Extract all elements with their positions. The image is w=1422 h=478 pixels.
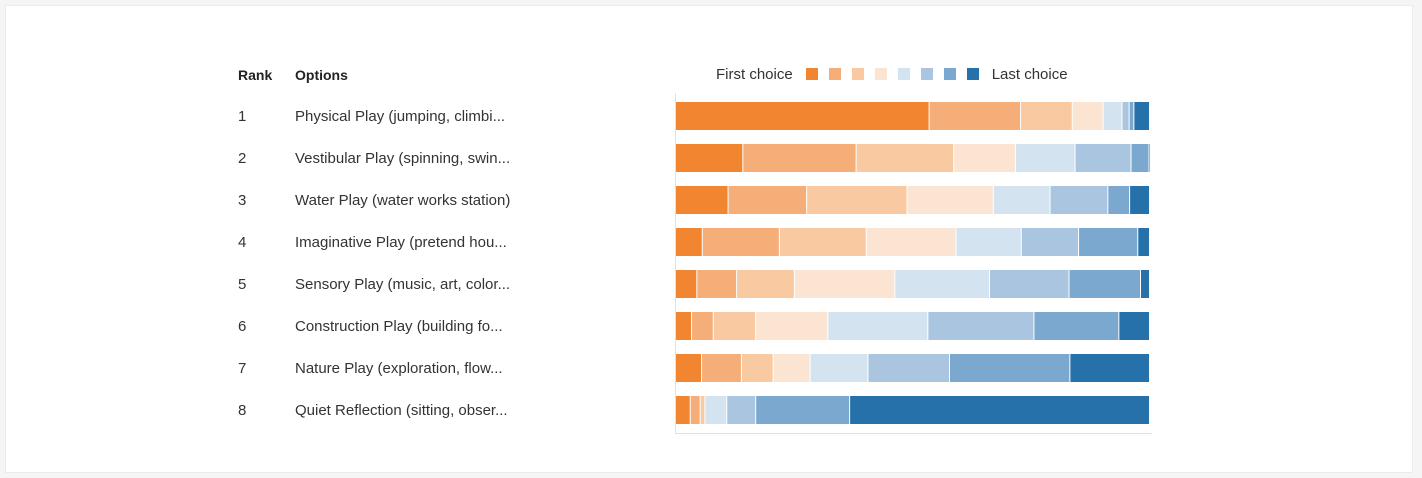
bar-segment-rank-4-choice-7[interactable]	[1079, 228, 1138, 256]
bar-segment-rank-7-choice-5[interactable]	[810, 354, 868, 382]
bar-segment-rank-6-choice-6[interactable]	[928, 312, 1034, 340]
bar-segment-rank-6-choice-7[interactable]	[1034, 312, 1119, 340]
rank-label: 5	[238, 276, 247, 293]
bar-segment-rank-6-choice-3[interactable]	[713, 312, 756, 340]
bar-segment-rank-4-choice-1[interactable]	[676, 228, 702, 256]
legend-swatch-1	[805, 68, 818, 80]
bar-segment-rank-7-choice-2[interactable]	[702, 354, 741, 382]
bar-segment-rank-2-choice-4[interactable]	[954, 144, 1015, 172]
legend-last-choice-label: Last choice	[991, 65, 1068, 83]
bar-segment-rank-3-choice-8[interactable]	[1130, 186, 1149, 214]
options-column-header: Options	[295, 67, 348, 83]
bar-segment-rank-2-choice-6[interactable]	[1075, 144, 1131, 172]
bar-segment-rank-4-choice-3[interactable]	[779, 228, 866, 256]
bar-segment-rank-2-choice-3[interactable]	[856, 144, 954, 172]
bar-segment-rank-1-choice-7[interactable]	[1129, 102, 1134, 130]
bar-segment-rank-5-choice-3[interactable]	[737, 270, 794, 298]
bar-segment-rank-7-choice-7[interactable]	[949, 354, 1070, 382]
legend-swatch-5	[897, 68, 910, 80]
bar-segment-rank-5-choice-2[interactable]	[697, 270, 737, 298]
bar-segment-rank-2-choice-2[interactable]	[743, 144, 856, 172]
bar-segment-rank-6-choice-8[interactable]	[1119, 312, 1149, 340]
rank-column-header: Rank	[238, 67, 273, 83]
bar-segment-rank-8-choice-8[interactable]	[850, 396, 1149, 424]
bar-segment-rank-6-choice-1[interactable]	[676, 312, 692, 340]
bar-segment-rank-8-choice-3[interactable]	[700, 396, 705, 424]
bar-segment-rank-5-choice-8[interactable]	[1141, 270, 1149, 298]
bar-segment-rank-2-choice-7[interactable]	[1131, 144, 1149, 172]
option-label: Vestibular Play (spinning, swin...	[295, 150, 511, 167]
bar-segment-rank-2-choice-8[interactable]	[1149, 144, 1151, 172]
bar-segment-rank-4-choice-8[interactable]	[1138, 228, 1149, 256]
bar-segment-rank-7-choice-6[interactable]	[868, 354, 949, 382]
bar-segment-rank-4-choice-5[interactable]	[956, 228, 1021, 256]
bar-segment-rank-3-choice-5[interactable]	[993, 186, 1050, 214]
rank-label: 6	[238, 318, 247, 335]
bar-segment-rank-4-choice-4[interactable]	[866, 228, 956, 256]
bar-segment-rank-1-choice-4[interactable]	[1072, 102, 1103, 130]
rank-label: 3	[238, 192, 247, 209]
bar-segment-rank-6-choice-2[interactable]	[692, 312, 713, 340]
rank-label: 4	[238, 234, 247, 251]
bar-segment-rank-4-choice-6[interactable]	[1021, 228, 1079, 256]
bar-segment-rank-7-choice-1[interactable]	[676, 354, 702, 382]
option-label: Imaginative Play (pretend hou...	[295, 234, 507, 251]
bar-segment-rank-8-choice-5[interactable]	[705, 396, 727, 424]
bar-segment-rank-6-choice-5[interactable]	[828, 312, 928, 340]
chart-plot-area	[675, 93, 1152, 434]
legend-swatch-7	[943, 68, 956, 80]
option-label: Sensory Play (music, art, color...	[295, 276, 511, 293]
option-label: Nature Play (exploration, flow...	[295, 360, 503, 377]
bar-segment-rank-3-choice-7[interactable]	[1108, 186, 1130, 214]
bar-segment-rank-8-choice-7[interactable]	[756, 396, 850, 424]
bar-segment-rank-8-choice-1[interactable]	[676, 396, 690, 424]
bar-segment-rank-5-choice-4[interactable]	[794, 270, 895, 298]
bar-segment-rank-1-choice-8[interactable]	[1134, 102, 1149, 130]
bar-segment-rank-5-choice-6[interactable]	[989, 270, 1069, 298]
bar-segment-rank-1-choice-2[interactable]	[929, 102, 1021, 130]
bar-segment-rank-7-choice-3[interactable]	[741, 354, 773, 382]
bar-segment-rank-7-choice-4[interactable]	[773, 354, 810, 382]
bar-segment-rank-8-choice-6[interactable]	[727, 396, 756, 424]
rank-label: 2	[238, 150, 247, 167]
bar-segment-rank-5-choice-7[interactable]	[1069, 270, 1141, 298]
bar-segment-rank-3-choice-4[interactable]	[907, 186, 993, 214]
bar-segment-rank-2-choice-1[interactable]	[676, 144, 743, 172]
legend-first-choice-label: First choice	[716, 65, 793, 83]
legend-swatch-2	[828, 68, 841, 80]
stacked-bar-chart	[676, 102, 1151, 424]
bar-segment-rank-3-choice-2[interactable]	[728, 186, 807, 214]
bar-segment-rank-5-choice-5[interactable]	[895, 270, 989, 298]
bar-segment-rank-3-choice-6[interactable]	[1050, 186, 1108, 214]
bar-segment-rank-3-choice-3[interactable]	[807, 186, 907, 214]
bar-segment-rank-1-choice-3[interactable]	[1021, 102, 1072, 130]
bar-segment-rank-7-choice-8[interactable]	[1070, 354, 1149, 382]
rank-label: 1	[238, 108, 247, 125]
legend-swatch-4	[874, 68, 887, 80]
option-label: Quiet Reflection (sitting, obser...	[295, 402, 508, 419]
bar-segment-rank-4-choice-2[interactable]	[702, 228, 779, 256]
legend-swatch-8	[966, 68, 979, 80]
bar-segment-rank-3-choice-1[interactable]	[676, 186, 728, 214]
chart-legend: First choice Last choice	[716, 64, 1068, 84]
bar-segment-rank-8-choice-2[interactable]	[690, 396, 700, 424]
legend-swatch-3	[851, 68, 864, 80]
bar-segment-rank-1-choice-5[interactable]	[1103, 102, 1122, 130]
option-label: Physical Play (jumping, climbi...	[295, 108, 506, 125]
bar-segment-rank-5-choice-1[interactable]	[676, 270, 697, 298]
option-label: Water Play (water works station)	[295, 192, 511, 209]
bar-segment-rank-2-choice-5[interactable]	[1015, 144, 1075, 172]
bar-segment-rank-1-choice-1[interactable]	[676, 102, 929, 130]
bar-segment-rank-6-choice-4[interactable]	[756, 312, 828, 340]
legend-swatch-6	[920, 68, 933, 80]
option-label: Construction Play (building fo...	[295, 318, 503, 335]
rank-label: 8	[238, 402, 247, 419]
rank-label: 7	[238, 360, 247, 377]
bar-segment-rank-1-choice-6[interactable]	[1122, 102, 1129, 130]
